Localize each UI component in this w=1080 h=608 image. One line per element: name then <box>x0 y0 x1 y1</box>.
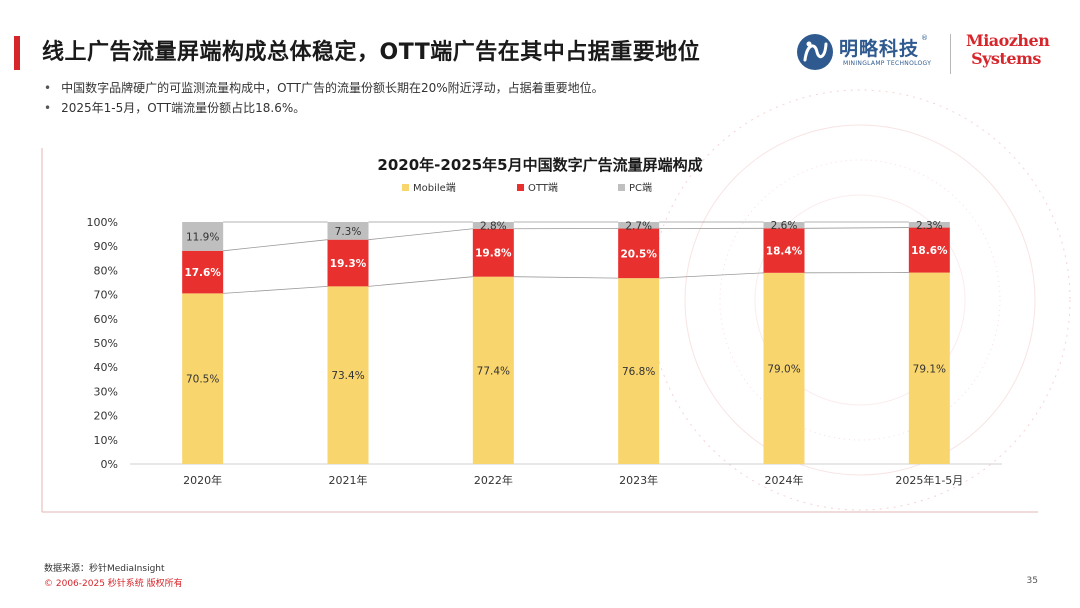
y-tick-label: 40% <box>94 361 118 374</box>
bar-ott <box>908 227 950 273</box>
connector-ott-pc <box>804 227 909 229</box>
x-tick-label: 2021年 <box>329 473 368 487</box>
bar-mobile <box>472 276 514 464</box>
bar-mobile <box>327 286 369 464</box>
x-tick-label: 2022年 <box>474 473 513 487</box>
connector-mobile-ott <box>513 276 619 279</box>
data-label-pc: 2.8% <box>480 220 507 232</box>
bar-pc <box>182 222 224 251</box>
y-tick-label: 50% <box>94 337 118 350</box>
y-tick-label: 10% <box>94 434 118 447</box>
connector-mobile-ott <box>368 276 473 287</box>
legend-swatch-1 <box>402 184 409 191</box>
y-tick-label: 0% <box>101 458 118 471</box>
data-label-ott: 18.4% <box>766 246 803 258</box>
chart-svg: 2020年-2025年5月中国数字广告流量屏端构成 Mobile端 OTT端 PC端 0… <box>41 148 1038 513</box>
stacked-bar-chart: 2020年-2025年5月中国数字广告流量屏端构成 Mobile端 OTT端 PC端 0… <box>40 138 1040 514</box>
bar-pc <box>618 222 660 229</box>
bar-mobile <box>763 272 805 464</box>
x-tick-label: 2023年 <box>619 473 658 487</box>
data-label-ott: 18.6% <box>911 245 948 257</box>
minglue-logo-icon <box>797 34 833 70</box>
bar-mobile <box>182 293 224 464</box>
logo-divider <box>950 34 951 74</box>
bar-ott <box>763 228 805 273</box>
data-label-mobile: 73.4% <box>331 370 364 382</box>
legend-swatch-2 <box>517 184 524 191</box>
bar-ott <box>182 250 224 294</box>
connector-mobile-ott <box>659 272 764 279</box>
bar-pc <box>472 222 514 229</box>
bar-ott <box>618 228 660 279</box>
x-tick-label: 2024年 <box>765 473 804 487</box>
y-tick-label: 100% <box>87 216 118 229</box>
connector-mobile-ott <box>223 285 328 294</box>
connector-ott-pc <box>223 239 328 252</box>
legend-label-3: PC端 <box>629 181 652 194</box>
data-label-mobile: 79.1% <box>913 363 946 375</box>
data-label-mobile: 70.5% <box>186 374 219 386</box>
bar-mobile <box>618 278 660 464</box>
miaozhen-logo-line2: Systems <box>971 49 1041 68</box>
data-label-mobile: 76.8% <box>622 366 655 378</box>
bar-pc <box>908 222 950 228</box>
data-label-pc: 2.3% <box>916 220 943 232</box>
bar-ott <box>327 239 369 287</box>
title-accent-bar <box>14 36 20 70</box>
y-tick-label: 30% <box>94 385 118 398</box>
y-tick-label: 60% <box>94 313 118 326</box>
data-label-pc: 7.3% <box>335 226 362 238</box>
bullet-item: 2025年1-5月，OTT端流量份额占比18.6%。 <box>44 98 604 118</box>
data-label-pc: 2.6% <box>771 220 798 232</box>
data-label-mobile: 79.0% <box>767 363 800 375</box>
connector-ott-pc <box>368 228 473 241</box>
data-label-ott: 19.3% <box>330 258 367 270</box>
minglue-registered-mark: ® <box>921 34 928 42</box>
x-tick-label: 2025年1-5月 <box>895 473 963 487</box>
page-number: 35 <box>1026 576 1038 586</box>
x-tick-label: 2020年 <box>183 473 222 487</box>
data-label-pc: 11.9% <box>186 231 219 243</box>
summary-bullets: 中国数字品牌硬广的可监测流量构成中，OTT广告的流量份额长期在20%附近浮动，占… <box>44 78 604 118</box>
copyright: © 2006-2025 秒针系统 版权所有 <box>44 579 183 589</box>
minglue-name: 明略科技 <box>839 38 920 60</box>
chart-title: 2020年-2025年5月中国数字广告流量屏端构成 <box>377 156 702 174</box>
data-label-ott: 17.6% <box>184 267 221 279</box>
y-tick-label: 90% <box>94 240 118 253</box>
bar-pc <box>763 222 805 229</box>
legend-label-2: OTT端 <box>528 181 558 194</box>
data-label-ott: 20.5% <box>620 248 657 260</box>
page-title: 线上广告流量屏端构成总体稳定，OTT端广告在其中占据重要地位 <box>42 40 701 65</box>
bar-pc <box>327 222 369 240</box>
minglue-logo: 明略科技 ® MININGLAMP TECHNOLOGY <box>795 30 945 76</box>
bullet-item: 中国数字品牌硬广的可监测流量构成中，OTT广告的流量份额长期在20%附近浮动，占… <box>44 78 604 98</box>
y-tick-label: 70% <box>94 289 118 302</box>
data-source: 数据来源：秒针MediaInsight <box>44 564 165 574</box>
data-label-mobile: 77.4% <box>477 365 510 377</box>
legend-label-1: Mobile端 <box>413 181 456 194</box>
data-label-ott: 19.8% <box>475 248 512 260</box>
bar-mobile <box>908 272 950 464</box>
y-tick-label: 20% <box>94 410 118 423</box>
bar-ott <box>472 228 514 277</box>
minglue-subtitle: MININGLAMP TECHNOLOGY <box>843 60 932 67</box>
miaozhen-logo-line1: Miaozhen <box>966 31 1050 50</box>
miaozhen-logo: Miaozhen Systems <box>966 31 1050 68</box>
data-label-pc: 2.7% <box>625 220 652 232</box>
y-tick-label: 80% <box>94 264 118 277</box>
legend-swatch-3 <box>618 184 625 191</box>
